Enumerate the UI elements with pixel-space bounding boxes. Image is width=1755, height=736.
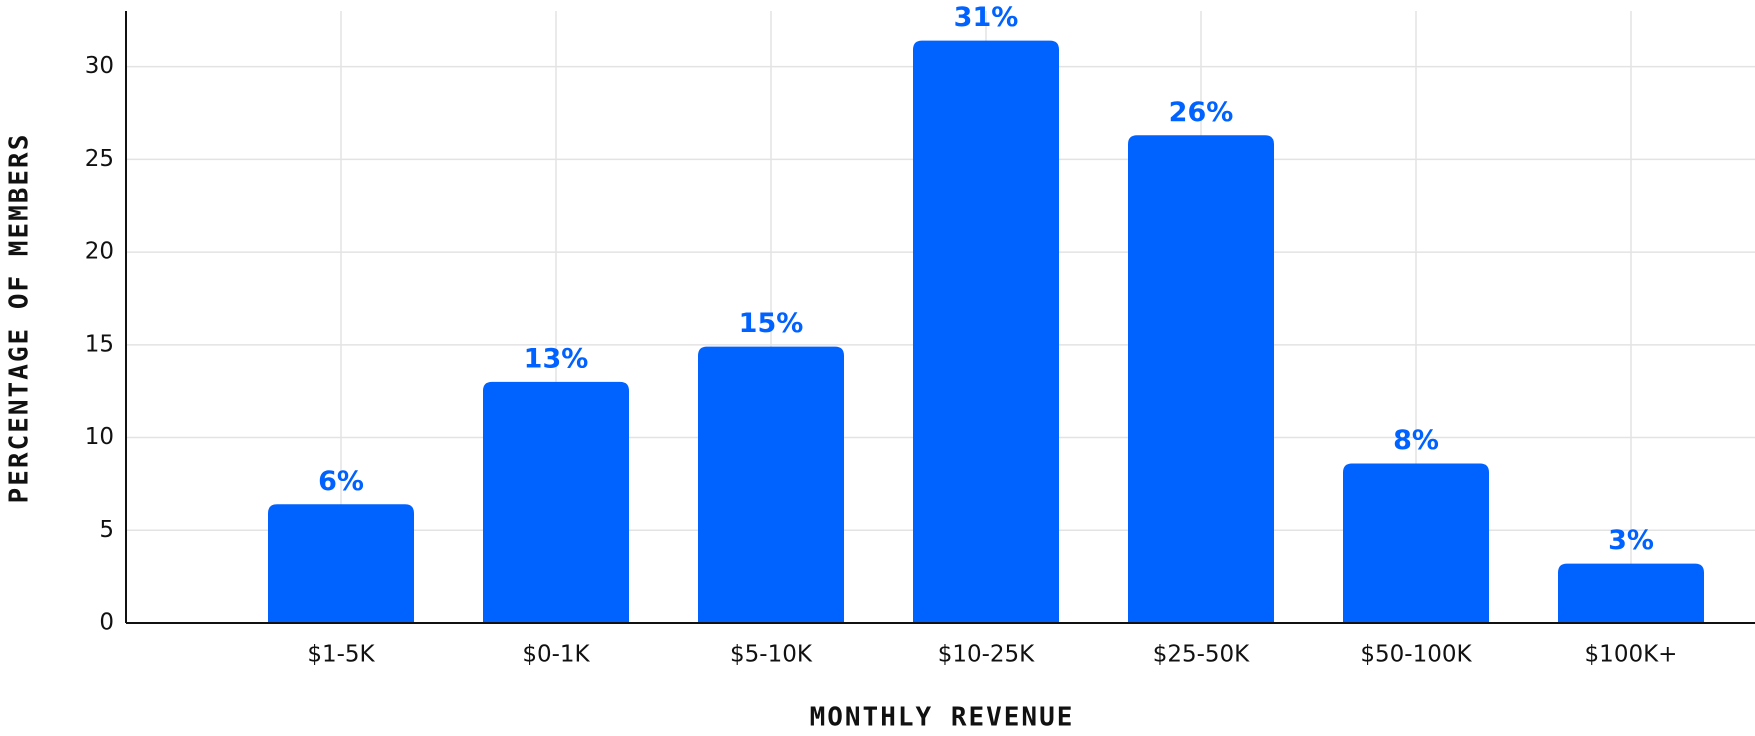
bar — [483, 381, 629, 623]
bar — [1558, 563, 1704, 623]
y-tick-label: 5 — [99, 517, 114, 543]
value-label: 31% — [954, 2, 1019, 33]
y-tick-label: 15 — [85, 331, 114, 357]
x-tick-label: $1-5K — [307, 642, 375, 668]
x-tick-label: $100K+ — [1585, 642, 1678, 668]
x-tick-label: $25-50K — [1153, 642, 1250, 668]
y-tick-label: 25 — [85, 146, 114, 172]
x-tick-label: $10-25K — [938, 642, 1035, 668]
y-axis-title: PERCENTAGE OF MEMBERS — [5, 133, 35, 504]
y-tick-label: 20 — [85, 239, 114, 265]
bar — [698, 346, 844, 623]
x-tick-label: $50-100K — [1360, 642, 1472, 668]
value-label: 26% — [1169, 97, 1234, 128]
value-label: 6% — [318, 466, 364, 497]
x-axis-title: MONTHLY REVENUE — [810, 703, 1075, 733]
y-tick-label: 30 — [85, 53, 114, 79]
y-tick-label: 10 — [85, 424, 114, 450]
bar — [913, 40, 1059, 623]
value-label: 13% — [524, 343, 589, 374]
x-tick-label: $5-10K — [730, 642, 813, 668]
y-tick-label: 0 — [99, 610, 114, 636]
value-label: 8% — [1393, 425, 1439, 456]
value-label: 15% — [739, 308, 804, 339]
bar — [268, 504, 414, 623]
bar — [1343, 463, 1489, 623]
value-label: 3% — [1608, 525, 1654, 556]
x-tick-label: $0-1K — [522, 642, 590, 668]
bar — [1128, 135, 1274, 623]
